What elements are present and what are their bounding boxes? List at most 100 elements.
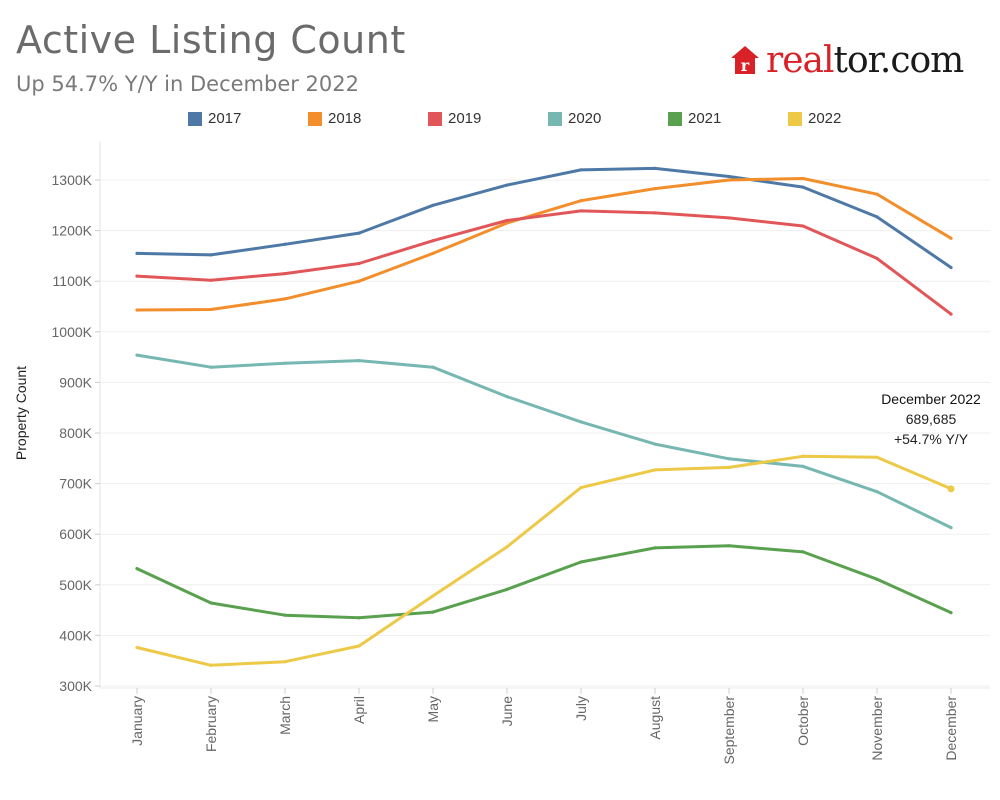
x-tick-label: July	[573, 696, 589, 721]
data-point-2017	[431, 203, 435, 207]
annotation-value: 689,685	[905, 411, 957, 427]
data-point-2019	[875, 256, 879, 261]
data-point-2017	[727, 174, 731, 179]
y-tick-label: 900K	[59, 374, 92, 390]
y-tick-label: 1300K	[52, 172, 93, 188]
data-point-2017	[949, 265, 953, 270]
legend-label: 2019	[448, 110, 482, 127]
chart-title: Active Listing Count	[16, 18, 406, 62]
data-point-2017	[135, 251, 139, 255]
data-point-2018	[875, 192, 879, 196]
legend-item-2019: 2019	[428, 110, 481, 127]
data-point-2021	[579, 560, 583, 564]
legend-swatch	[788, 111, 802, 126]
legend-swatch	[668, 111, 682, 126]
legend-item-2022: 2022	[788, 110, 841, 127]
x-tick-label: May	[425, 696, 441, 722]
y-tick-label: 400K	[59, 627, 92, 643]
logo-text-red: real	[766, 39, 834, 81]
data-point-2020	[579, 420, 583, 424]
logo-wordmark: realtor.com	[766, 39, 964, 81]
data-point-2022	[653, 468, 657, 472]
data-point-2020	[209, 365, 213, 369]
x-tick-label: October	[795, 696, 811, 746]
svg-text:r: r	[741, 56, 750, 75]
x-tick-label: November	[869, 696, 885, 761]
data-point-2017	[875, 215, 879, 219]
chart-legend: 2017 2018 2019 2020 2021 2022	[0, 110, 1000, 130]
y-tick-label: 1200K	[52, 223, 93, 239]
data-point-2022	[727, 465, 731, 470]
data-point-2021	[209, 601, 213, 605]
x-tick-label: April	[351, 696, 367, 724]
legend-item-2020: 2020	[548, 110, 601, 127]
data-point-2020	[653, 442, 657, 446]
data-point-2017	[505, 183, 509, 187]
logo-text-dark: tor	[833, 39, 881, 81]
annotation-change: +54.7% Y/Y	[893, 431, 969, 447]
data-point-2021	[357, 616, 361, 620]
x-tick-label: September	[721, 696, 737, 765]
x-tick-label: February	[203, 696, 219, 752]
data-point-2017	[579, 168, 583, 172]
data-point-2017	[653, 166, 657, 170]
data-point-2019	[283, 272, 287, 276]
x-tick-label: January	[129, 696, 145, 746]
data-point-2017	[801, 185, 805, 189]
data-point-2019	[135, 274, 139, 278]
data-point-2019	[801, 224, 805, 228]
legend-label: 2022	[808, 110, 842, 127]
data-point-2019	[357, 261, 361, 266]
logo-text-suffix: .com	[879, 39, 964, 81]
data-point-2018	[727, 178, 731, 182]
data-point-2020	[431, 365, 435, 369]
legend-swatch	[428, 111, 442, 126]
series-line-2020	[135, 353, 953, 530]
data-point-2022	[357, 644, 361, 648]
data-point-2018	[579, 199, 583, 203]
series-line-2017	[135, 166, 953, 269]
x-tick-label: December	[943, 696, 959, 761]
legend-swatch	[188, 111, 202, 126]
data-point-2019	[431, 239, 435, 243]
data-point-2017	[357, 231, 361, 235]
data-point-2022	[209, 663, 213, 667]
legend-swatch	[548, 111, 562, 126]
data-point-2022	[135, 645, 139, 650]
realtor-logo: r realtor.com	[730, 38, 990, 82]
data-point-2021	[653, 546, 657, 550]
data-point-2020	[135, 353, 139, 357]
data-point-2019	[579, 209, 583, 213]
data-point-2020	[283, 361, 287, 365]
data-point-2018	[431, 251, 435, 255]
data-point-2017	[283, 242, 287, 246]
data-point-2019	[505, 218, 509, 223]
data-point-2021	[283, 613, 287, 617]
data-point-2019	[653, 211, 657, 215]
legend-label: 2017	[208, 110, 242, 127]
legend-label: 2021	[688, 110, 722, 127]
data-point-2022	[505, 545, 509, 549]
data-point-2020	[505, 394, 509, 399]
data-point-2018	[801, 176, 805, 181]
series-line-2019	[135, 209, 953, 316]
data-point-2018	[283, 297, 287, 301]
x-tick-label: August	[647, 696, 663, 740]
data-point-2021	[135, 567, 139, 571]
x-tick-label: March	[277, 696, 293, 735]
december-2022-annotation: December 2022 689,685 +54.7% Y/Y	[866, 389, 996, 449]
data-point-2020	[727, 457, 731, 461]
data-point-2022	[283, 660, 287, 664]
y-tick-label: 500K	[59, 577, 92, 593]
data-point-2018	[135, 308, 139, 312]
legend-label: 2018	[328, 110, 362, 127]
data-point-2018	[357, 279, 361, 283]
series-line-2018	[135, 177, 953, 312]
house-logo-icon: r	[731, 46, 759, 75]
data-point-2019	[209, 278, 213, 282]
series-line-2022	[135, 454, 953, 667]
data-point-2019	[949, 312, 953, 316]
data-point-2022	[579, 486, 583, 490]
x-tick-label: June	[499, 696, 515, 727]
